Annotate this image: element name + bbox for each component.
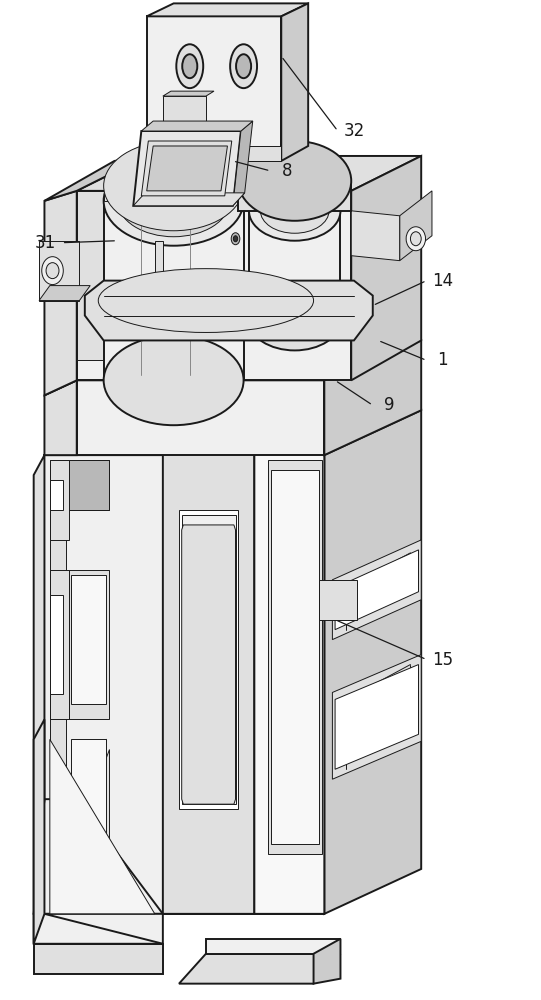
Polygon shape [39, 286, 90, 301]
Polygon shape [44, 340, 141, 395]
Polygon shape [77, 340, 421, 380]
Ellipse shape [104, 156, 243, 246]
Polygon shape [155, 241, 163, 330]
Ellipse shape [411, 232, 421, 246]
Ellipse shape [117, 165, 229, 237]
Polygon shape [69, 570, 109, 719]
Polygon shape [71, 575, 107, 704]
Polygon shape [314, 939, 340, 984]
Polygon shape [141, 121, 253, 131]
Polygon shape [233, 121, 253, 206]
Text: 1: 1 [438, 351, 448, 369]
Polygon shape [163, 96, 206, 131]
Polygon shape [44, 191, 77, 395]
Polygon shape [77, 191, 120, 360]
Polygon shape [147, 146, 227, 191]
Polygon shape [85, 281, 373, 340]
Ellipse shape [104, 335, 243, 425]
Polygon shape [77, 191, 351, 380]
Polygon shape [351, 211, 400, 261]
Polygon shape [400, 191, 432, 261]
Ellipse shape [249, 291, 340, 350]
Polygon shape [335, 550, 419, 630]
Polygon shape [34, 889, 163, 944]
Polygon shape [34, 944, 163, 974]
Ellipse shape [230, 44, 257, 88]
Polygon shape [44, 156, 147, 201]
Ellipse shape [131, 174, 216, 228]
Polygon shape [50, 739, 155, 914]
Polygon shape [34, 719, 44, 944]
Polygon shape [147, 146, 281, 161]
Polygon shape [270, 470, 319, 844]
Polygon shape [206, 939, 340, 954]
Text: 14: 14 [432, 272, 453, 290]
Polygon shape [179, 510, 238, 809]
Polygon shape [50, 460, 109, 904]
Polygon shape [34, 799, 163, 914]
Ellipse shape [249, 181, 340, 241]
Polygon shape [179, 954, 340, 984]
Ellipse shape [231, 233, 240, 245]
Ellipse shape [233, 236, 237, 242]
Polygon shape [163, 91, 214, 96]
Polygon shape [182, 525, 235, 804]
Polygon shape [77, 156, 421, 191]
Polygon shape [44, 380, 77, 455]
Polygon shape [268, 460, 322, 854]
Ellipse shape [182, 54, 197, 78]
Ellipse shape [406, 227, 426, 251]
Text: 15: 15 [432, 651, 453, 669]
Polygon shape [324, 410, 421, 914]
Polygon shape [335, 665, 419, 769]
Polygon shape [50, 595, 63, 694]
Ellipse shape [238, 141, 351, 221]
Text: 31: 31 [35, 234, 56, 252]
Ellipse shape [236, 54, 251, 78]
Ellipse shape [46, 263, 59, 279]
Ellipse shape [98, 269, 314, 332]
Polygon shape [69, 749, 109, 854]
Polygon shape [163, 420, 254, 914]
Polygon shape [39, 241, 80, 301]
Ellipse shape [260, 188, 329, 233]
Polygon shape [50, 480, 63, 510]
Polygon shape [254, 420, 324, 914]
Ellipse shape [42, 257, 63, 285]
Polygon shape [182, 515, 235, 804]
Polygon shape [147, 3, 308, 16]
Polygon shape [324, 340, 421, 455]
Polygon shape [44, 455, 324, 914]
Polygon shape [50, 570, 69, 719]
Polygon shape [71, 739, 107, 844]
Polygon shape [206, 281, 222, 321]
Polygon shape [332, 540, 421, 640]
Polygon shape [133, 193, 245, 206]
Ellipse shape [104, 141, 243, 231]
Polygon shape [77, 380, 324, 455]
Polygon shape [249, 211, 340, 320]
Polygon shape [141, 141, 232, 196]
Polygon shape [34, 455, 44, 914]
Text: 32: 32 [344, 122, 365, 140]
Polygon shape [332, 655, 421, 779]
Polygon shape [281, 3, 308, 161]
Polygon shape [133, 131, 241, 206]
Polygon shape [238, 181, 351, 211]
Polygon shape [44, 914, 163, 944]
Polygon shape [351, 156, 421, 380]
Polygon shape [319, 580, 357, 620]
Ellipse shape [176, 44, 203, 88]
Polygon shape [147, 16, 281, 161]
Polygon shape [104, 201, 243, 380]
Polygon shape [104, 186, 243, 201]
Text: 9: 9 [384, 396, 394, 414]
Polygon shape [50, 460, 69, 540]
Polygon shape [66, 460, 109, 510]
Text: 8: 8 [281, 162, 292, 180]
Polygon shape [44, 410, 421, 455]
